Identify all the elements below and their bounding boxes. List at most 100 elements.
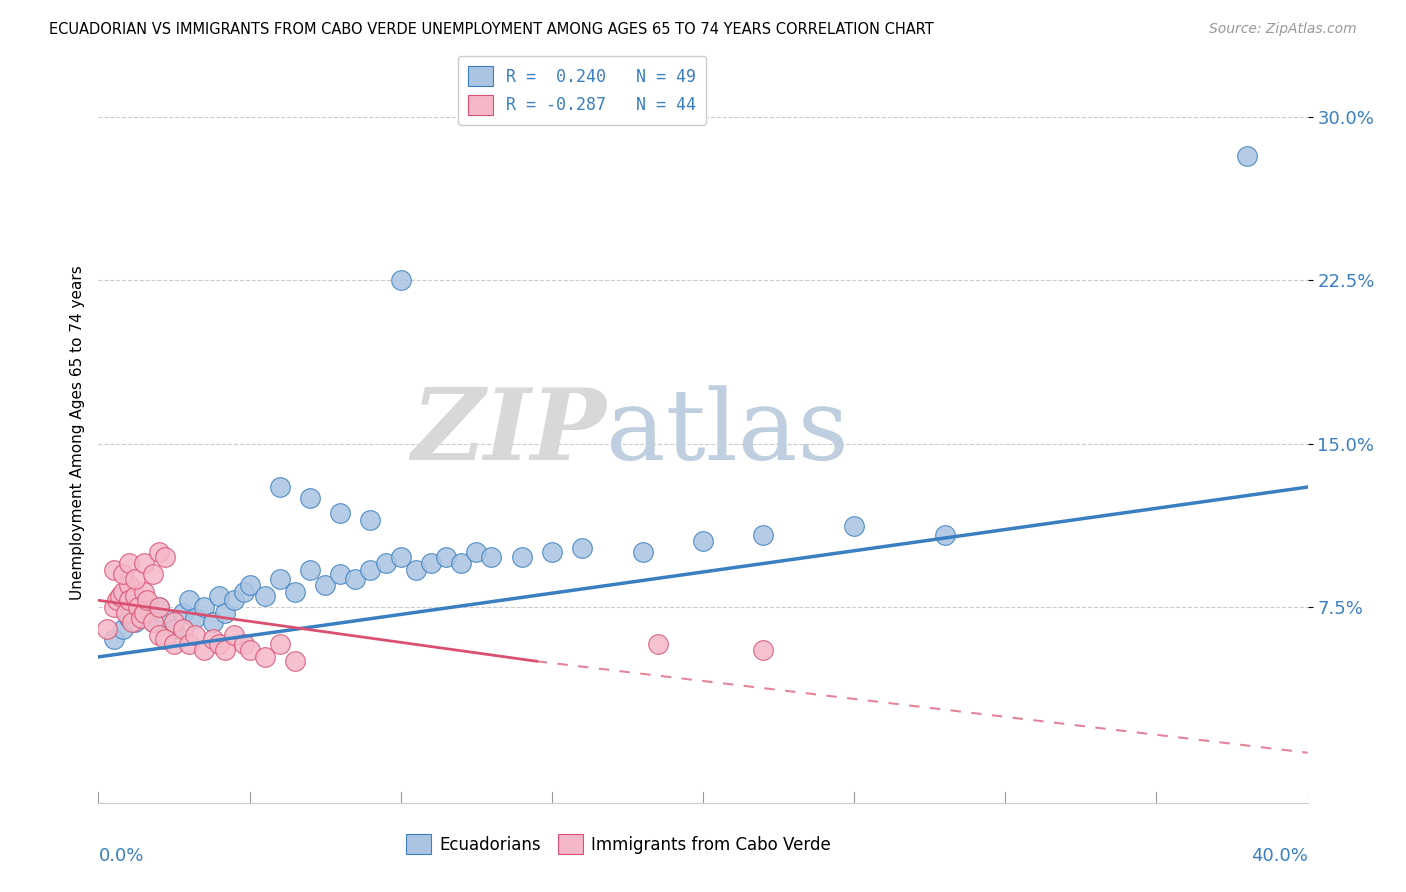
Point (118, 593, 141, 607)
Point (208, 637, 231, 651)
Point (118, 611, 141, 625)
Point (224, 628, 246, 642)
Point (253, 589, 276, 603)
Point (105, 593, 128, 607)
Point (172, 607, 194, 621)
Text: Source: ZipAtlas.com: Source: ZipAtlas.com (1209, 22, 1357, 37)
Point (96, 622, 118, 636)
Point (214, 643, 236, 657)
Point (420, 556, 443, 570)
Point (360, 563, 382, 577)
Text: 0.0%: 0.0% (98, 847, 143, 865)
Point (269, 480, 291, 494)
Point (329, 506, 352, 520)
Point (163, 615, 186, 629)
Point (232, 637, 254, 651)
Point (269, 572, 291, 586)
Point (329, 567, 352, 582)
Point (142, 615, 165, 629)
Point (1236, 149, 1258, 163)
Point (232, 584, 254, 599)
Text: 40.0%: 40.0% (1251, 847, 1308, 865)
Point (142, 615, 165, 629)
Point (127, 599, 149, 614)
Point (284, 654, 307, 668)
Point (752, 528, 775, 542)
Point (239, 578, 262, 592)
Point (148, 599, 170, 614)
Point (253, 649, 276, 664)
Point (132, 607, 155, 621)
Point (647, 637, 669, 651)
Point (450, 556, 472, 570)
Point (184, 611, 207, 625)
Point (135, 593, 157, 607)
Point (132, 584, 155, 599)
Text: ZIP: ZIP (412, 384, 606, 481)
Point (405, 563, 427, 577)
Point (103, 599, 125, 614)
Point (148, 628, 170, 642)
Point (121, 615, 143, 629)
Point (103, 563, 125, 577)
Point (193, 643, 215, 657)
Point (299, 563, 322, 577)
Point (114, 607, 136, 621)
Point (153, 611, 176, 625)
Point (844, 519, 866, 533)
Point (118, 556, 141, 570)
Y-axis label: Unemployment Among Ages 65 to 74 years: Unemployment Among Ages 65 to 74 years (69, 265, 84, 600)
Point (153, 632, 176, 647)
Point (208, 589, 231, 603)
Point (148, 599, 170, 614)
Point (163, 622, 186, 636)
Point (314, 578, 336, 592)
Point (124, 572, 146, 586)
Point (692, 534, 714, 549)
Point (631, 545, 654, 559)
Point (202, 615, 225, 629)
Point (465, 545, 488, 559)
Text: ECUADORIAN VS IMMIGRANTS FROM CABO VERDE UNEMPLOYMENT AMONG AGES 65 TO 74 YEARS : ECUADORIAN VS IMMIGRANTS FROM CABO VERDE… (49, 22, 934, 37)
Point (571, 541, 593, 555)
Point (163, 637, 186, 651)
Point (148, 545, 170, 559)
Point (481, 549, 503, 564)
Point (224, 593, 246, 607)
Point (103, 632, 125, 647)
Point (374, 556, 396, 570)
Point (510, 549, 533, 564)
Point (184, 628, 207, 642)
Point (179, 637, 201, 651)
Text: atlas: atlas (606, 384, 849, 481)
Point (153, 549, 176, 564)
Point (111, 584, 134, 599)
Point (118, 578, 141, 592)
Point (172, 622, 194, 636)
Legend: Ecuadorians, Immigrants from Cabo Verde: Ecuadorians, Immigrants from Cabo Verde (399, 828, 838, 861)
Point (239, 643, 262, 657)
Point (111, 567, 134, 582)
Point (179, 593, 201, 607)
Point (202, 632, 225, 647)
Point (129, 611, 152, 625)
Point (299, 491, 322, 505)
Point (389, 273, 412, 287)
Point (934, 528, 956, 542)
Point (752, 643, 775, 657)
Point (108, 589, 131, 603)
Point (389, 549, 412, 564)
Point (132, 556, 155, 570)
Point (132, 607, 155, 621)
Point (111, 622, 134, 636)
Point (193, 599, 215, 614)
Point (434, 549, 457, 564)
Point (360, 513, 382, 527)
Point (269, 637, 291, 651)
Point (214, 607, 236, 621)
Point (284, 584, 307, 599)
Point (124, 615, 146, 629)
Point (142, 567, 165, 582)
Point (124, 589, 146, 603)
Point (540, 545, 562, 559)
